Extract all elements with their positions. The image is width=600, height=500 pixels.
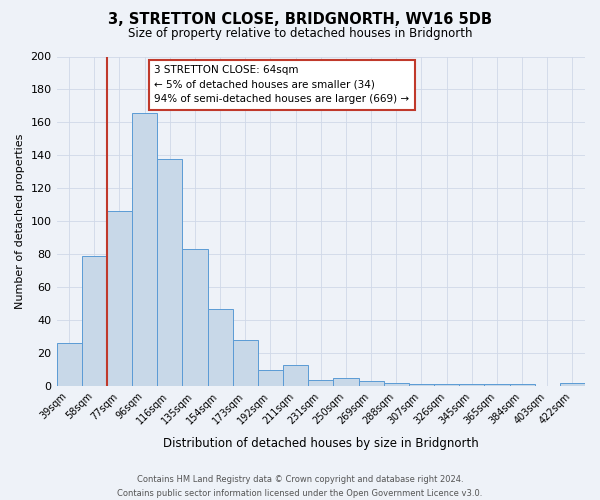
Bar (56, 344, 82, 386)
Bar (383, 383, 409, 386)
Y-axis label: Number of detached properties: Number of detached properties (15, 134, 25, 309)
Text: 3, STRETTON CLOSE, BRIDGNORTH, WV16 5DB: 3, STRETTON CLOSE, BRIDGNORTH, WV16 5DB (108, 12, 492, 28)
Bar (283, 364, 308, 386)
Bar (258, 370, 283, 386)
Text: 3 STRETTON CLOSE: 64sqm
← 5% of detached houses are smaller (34)
94% of semi-det: 3 STRETTON CLOSE: 64sqm ← 5% of detached… (154, 64, 409, 104)
Bar (509, 384, 535, 386)
Bar (233, 340, 258, 386)
Bar (208, 308, 233, 386)
Bar (484, 384, 509, 386)
Bar (132, 112, 157, 386)
Bar (434, 384, 459, 386)
Bar (409, 384, 434, 386)
Text: Contains HM Land Registry data © Crown copyright and database right 2024.
Contai: Contains HM Land Registry data © Crown c… (118, 476, 482, 498)
Bar (182, 250, 208, 386)
X-axis label: Distribution of detached houses by size in Bridgnorth: Distribution of detached houses by size … (163, 437, 479, 450)
Bar (334, 378, 359, 386)
Bar (560, 383, 585, 386)
Text: Size of property relative to detached houses in Bridgnorth: Size of property relative to detached ho… (128, 28, 472, 40)
Bar (107, 212, 132, 386)
Bar (82, 256, 107, 386)
Bar (359, 381, 383, 386)
Bar (308, 380, 334, 386)
Bar (157, 158, 182, 386)
Bar (459, 384, 484, 386)
